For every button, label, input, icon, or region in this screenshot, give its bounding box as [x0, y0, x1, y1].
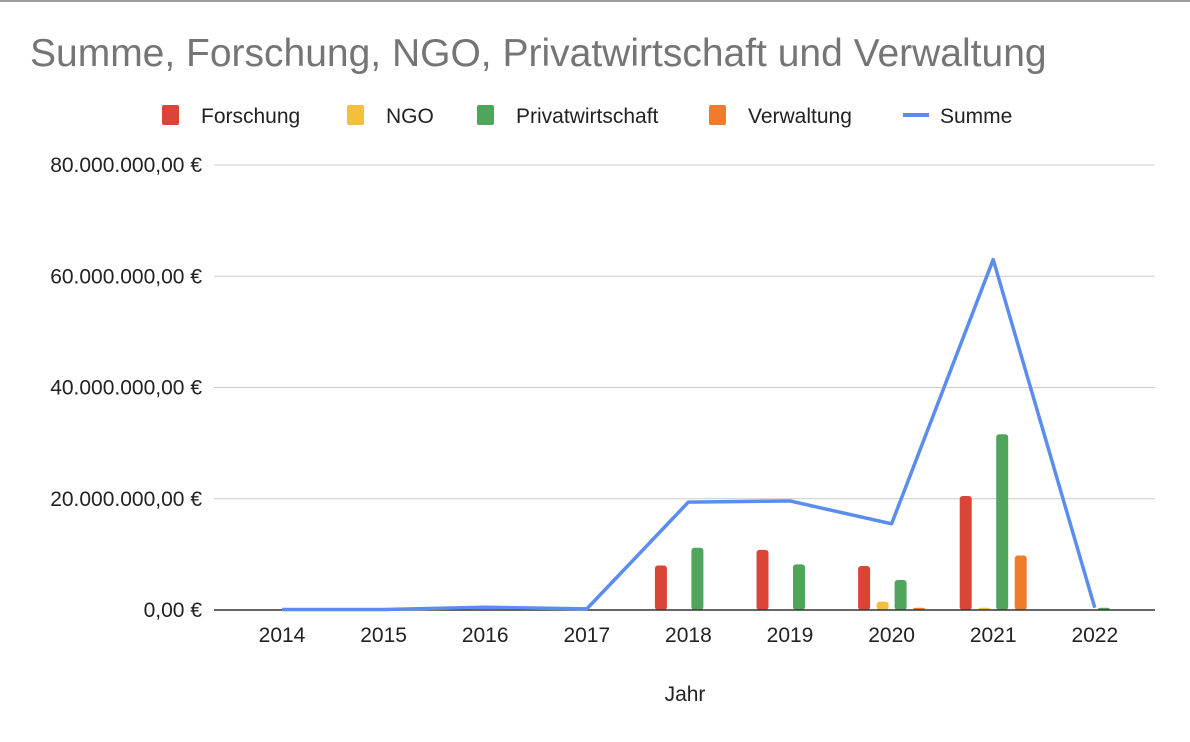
y-tick-label: 0,00 €: [144, 599, 203, 622]
top-border: [0, 0, 1190, 2]
bar-forschung-2021: [959, 495, 972, 610]
bar-forschung-2020: [858, 566, 871, 610]
y-tick-label: 60.000.000,00 €: [50, 265, 202, 288]
bar-forschung-2019: [756, 549, 769, 610]
x-tick-label: 2018: [665, 624, 712, 647]
x-axis-title: Jahr: [665, 683, 706, 706]
legend-label-forschung: Forschung: [201, 105, 300, 128]
legend-swatch-ngo: [347, 105, 364, 125]
bar-ngo-2020: [876, 601, 889, 610]
x-tick-label: 2017: [563, 624, 610, 647]
x-tick-label: 2015: [360, 624, 407, 647]
x-tick-label: 2020: [868, 624, 915, 647]
y-tick-label: 80.000.000,00 €: [50, 154, 202, 177]
legend-label-ngo: NGO: [386, 105, 434, 128]
bar-privatwirtschaft-2019: [793, 564, 805, 610]
x-tick-label: 2014: [259, 624, 306, 647]
y-tick-label: 20.000.000,00 €: [50, 488, 202, 511]
x-tick-label: 2022: [1071, 624, 1118, 647]
legend-label-privatwirtschaft: Privatwirtschaft: [516, 105, 659, 128]
bar-privatwirtschaft-2021: [996, 434, 1009, 610]
legend-swatch-verwaltung: [709, 105, 726, 125]
y-tick-label: 40.000.000,00 €: [50, 377, 202, 400]
legend-swatch-privatwirtschaft: [477, 105, 494, 125]
bar-forschung-2018: [654, 565, 667, 610]
bar-privatwirtschaft-2018: [691, 547, 704, 610]
legend-swatch-forschung: [162, 105, 179, 125]
legend-label-verwaltung: Verwaltung: [748, 105, 852, 128]
legend-label-summe: Summe: [940, 105, 1012, 128]
x-tick-label: 2021: [970, 624, 1017, 647]
bar-verwaltung-2021: [1014, 555, 1027, 610]
line-summe: [282, 257, 1097, 612]
x-tick-label: 2019: [767, 624, 814, 647]
chart-title: Summe, Forschung, NGO, Privatwirtschaft …: [30, 32, 1047, 75]
x-tick-label: 2016: [462, 624, 509, 647]
bar-privatwirtschaft-2020: [894, 579, 907, 610]
